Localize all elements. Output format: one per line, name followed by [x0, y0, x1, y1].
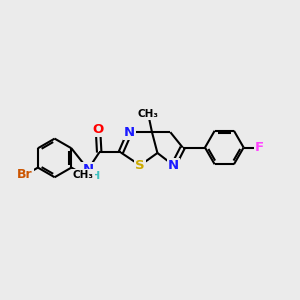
Text: O: O: [92, 123, 104, 136]
Text: F: F: [255, 141, 264, 154]
Text: N: N: [124, 126, 135, 139]
Text: CH₃: CH₃: [73, 170, 94, 180]
Text: N: N: [168, 159, 179, 172]
Text: N: N: [82, 163, 94, 176]
Text: Br: Br: [17, 168, 33, 181]
Text: H: H: [91, 171, 100, 181]
Text: S: S: [135, 159, 145, 172]
Text: CH₃: CH₃: [138, 109, 159, 119]
